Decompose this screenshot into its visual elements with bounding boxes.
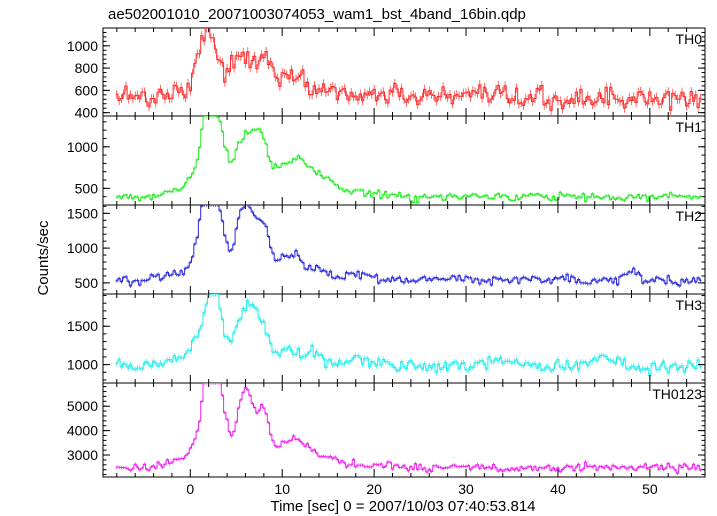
x-tick-label: 30 xyxy=(458,481,474,497)
panel-name-label: TH0123 xyxy=(652,386,702,402)
x-tick-label: 50 xyxy=(642,481,658,497)
y-tick-label: 600 xyxy=(75,82,99,98)
panel-th2: 500 1000 1500 TH2 xyxy=(67,204,706,295)
series-line-th3 xyxy=(115,294,702,377)
panel-th1: 500 1000 TH1 xyxy=(67,115,706,206)
panel-name-label: TH2 xyxy=(676,208,703,224)
y-tick-label: 4000 xyxy=(67,423,98,439)
panel-name-label: TH0 xyxy=(676,31,703,47)
y-tick-label: 1000 xyxy=(67,357,98,373)
x-tick-label: 40 xyxy=(550,481,566,497)
panel-name-label: TH1 xyxy=(676,119,703,135)
panel-frame xyxy=(102,115,706,206)
y-tick-label: 1000 xyxy=(67,240,98,256)
panel-th0: 400 600 800 1000 TH0 xyxy=(67,27,706,121)
series-line-th2 xyxy=(115,205,702,287)
y-tick-label: 1500 xyxy=(67,318,98,334)
error-bar-path xyxy=(116,294,701,379)
error-bar-path xyxy=(116,205,701,288)
panel-frame xyxy=(102,382,706,478)
x-tick-label: 20 xyxy=(366,481,382,497)
y-tick-label: 5000 xyxy=(67,398,98,414)
y-tick-label: 500 xyxy=(75,180,99,196)
y-tick-label: 800 xyxy=(75,60,99,76)
panel-th3: 1000 1500 TH3 xyxy=(67,293,706,384)
panel-th0123: 3000 4000 5000 TH0123 xyxy=(67,382,706,478)
error-bars xyxy=(116,383,701,476)
y-tick-label: 1000 xyxy=(67,38,98,54)
series-line-th0123 xyxy=(115,383,702,474)
error-bars xyxy=(116,205,701,288)
y-tick-label: 3000 xyxy=(67,447,98,463)
x-axis-title: Time [sec] 0 = 2007/10/03 07:40:53.814 xyxy=(270,498,535,515)
y-axis-title: Counts/sec xyxy=(35,220,52,296)
y-tick-label: 500 xyxy=(75,275,99,291)
y-tick-label: 400 xyxy=(75,105,99,121)
series-line-th1 xyxy=(115,116,702,204)
chart-title: ae502001010_20071003074053_wam1_bst_4ban… xyxy=(108,6,526,23)
y-tick-label: 1500 xyxy=(67,205,98,221)
series-line-th0 xyxy=(115,28,702,111)
error-bars xyxy=(116,116,701,205)
y-tick-label: 1000 xyxy=(67,139,98,155)
panel-name-label: TH3 xyxy=(676,297,703,313)
x-tick-label: 10 xyxy=(274,481,290,497)
error-bars xyxy=(116,294,701,379)
error-bar-path xyxy=(116,28,701,115)
x-tick-label: 0 xyxy=(186,481,194,497)
error-bar-path xyxy=(116,116,701,205)
error-bar-path xyxy=(116,383,701,476)
error-bars xyxy=(116,28,701,115)
